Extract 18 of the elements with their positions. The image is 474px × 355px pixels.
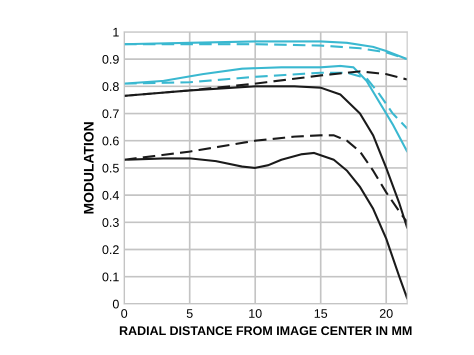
x-tick-label: 5 [186, 309, 193, 318]
x-tick-label: 20 [380, 309, 393, 318]
x-tick-label: 10 [249, 309, 262, 318]
y-tick-label: 0.9 [102, 54, 119, 64]
y-tick-label: 0.5 [102, 164, 119, 173]
x-tick-label: 0 [121, 309, 128, 318]
y-tick-label: 0.2 [102, 245, 119, 254]
y-axis-title: MODULATION [84, 122, 94, 214]
x-tick-label: 15 [314, 309, 328, 318]
y-tick-label: 0.6 [102, 136, 119, 146]
y-tick-label: 0.7 [102, 109, 119, 118]
y-tick-label: 0.1 [102, 272, 119, 282]
y-tick-label: 0.4 [102, 190, 119, 200]
y-tick-label: 0.3 [102, 218, 119, 227]
y-tick-label: 1 [113, 28, 119, 36]
x-axis-title: RADIAL DISTANCE FROM IMAGE CENTER IN MM [120, 326, 412, 336]
y-tick-label: 0.8 [102, 82, 119, 91]
y-tick-label: 0 [112, 300, 119, 309]
